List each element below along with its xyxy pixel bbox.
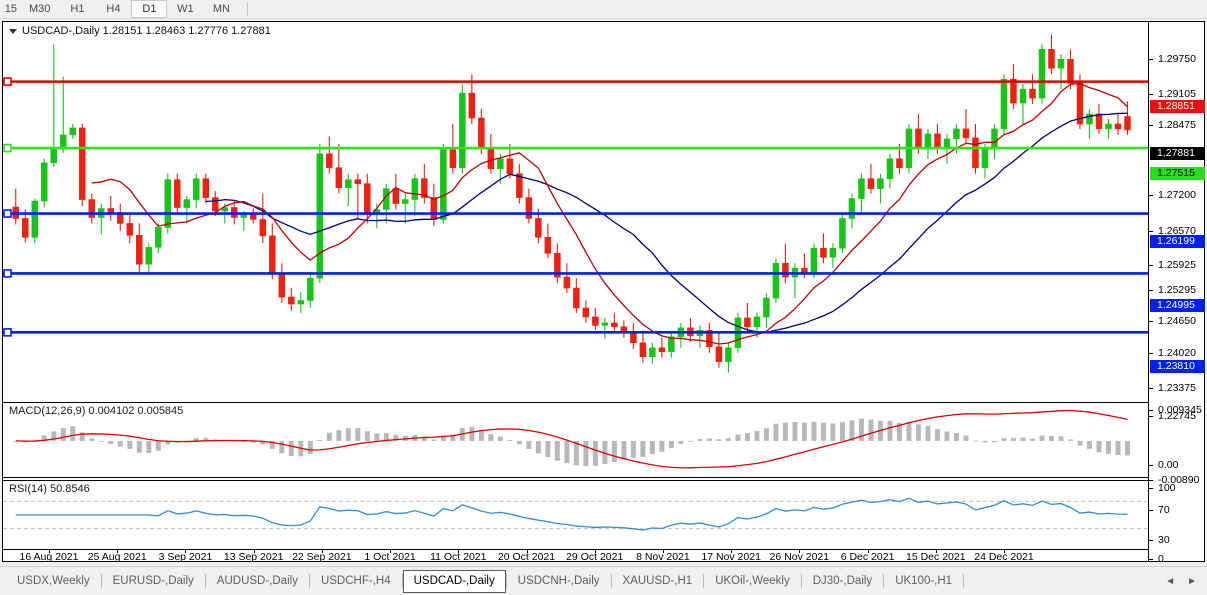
support-level-badge[interactable]: 1.27515 bbox=[1150, 167, 1205, 180]
tab-divider bbox=[883, 574, 885, 588]
tab-divider bbox=[401, 574, 403, 588]
horizontal-level-lines[interactable] bbox=[3, 77, 1148, 337]
timeframe-button-h1[interactable]: H1 bbox=[59, 0, 96, 18]
price-axis[interactable]: 1.29750 1.29105 1.28475 1.27200 1.26570 1.259… bbox=[1148, 22, 1205, 565]
tab-divider bbox=[703, 574, 705, 588]
macd-label: MACD(12,26,9) 0.004102 0.005845 bbox=[9, 405, 184, 417]
scroll-right-icon[interactable]: ► bbox=[1187, 575, 1197, 587]
symbol-tab-usdchf-h4[interactable]: USDCHF-,H4 bbox=[320, 575, 391, 587]
macd-tick: 0.009345 bbox=[1149, 404, 1205, 417]
timeframe-button-d1[interactable]: D1 bbox=[131, 0, 168, 18]
blue-level-3-badge[interactable]: 1.23810 bbox=[1150, 360, 1205, 373]
rsi-tick: 0 bbox=[1149, 553, 1205, 566]
tab-divider bbox=[100, 574, 102, 588]
timeframe-button-m30[interactable]: M30 bbox=[20, 0, 60, 18]
price-tick: 1.25295 bbox=[1149, 284, 1205, 297]
rsi-tick: 30 bbox=[1149, 534, 1205, 547]
tab-divider bbox=[963, 574, 965, 588]
blue-level-2-badge[interactable]: 1.24995 bbox=[1150, 299, 1205, 312]
tab-divider bbox=[308, 574, 310, 588]
moving-average-slow-line bbox=[205, 112, 1128, 333]
rsi-line bbox=[15, 497, 1128, 531]
price-chart-canvas bbox=[3, 34, 1148, 373]
rsi-pane[interactable]: RSI(14) 50.8546 bbox=[3, 480, 1148, 549]
symbol-tab-dj30-daily[interactable]: DJ30-,Daily bbox=[812, 575, 873, 587]
price-pane[interactable] bbox=[3, 22, 1148, 400]
symbol-tab-audusd-daily[interactable]: AUDUSD-,Daily bbox=[216, 575, 298, 587]
symbol-tab-usdcad-daily[interactable]: USDCAD-,Daily bbox=[402, 569, 506, 593]
price-tick: 1.27200 bbox=[1149, 189, 1205, 202]
scroll-left-icon[interactable]: ◄ bbox=[1165, 575, 1176, 587]
date-tick: 16 Aug 2021 bbox=[19, 551, 79, 563]
symbol-tab-xauusd-h1[interactable]: XAUUSD-,H1 bbox=[622, 575, 693, 587]
symbol-tab-eurusd-daily[interactable]: EURUSD-,Daily bbox=[112, 575, 194, 587]
date-tick: 26 Nov 2021 bbox=[769, 551, 830, 563]
date-tick: 8 Nov 2021 bbox=[636, 551, 690, 563]
date-tick: 15 Dec 2021 bbox=[906, 551, 966, 563]
macd-canvas bbox=[13, 409, 1130, 469]
date-tick: 11 Oct 2021 bbox=[430, 551, 487, 563]
blue-level-1-badge[interactable]: 1.26199 bbox=[1150, 235, 1205, 248]
date-tick: 1 Oct 2021 bbox=[364, 551, 416, 563]
date-axis: 16 Aug 2021 25 Aug 2021 3 Sep 2021 13 Sep 2… bbox=[3, 549, 1148, 563]
symbol-tab-usdcnh-daily[interactable]: USDCNH-,Daily bbox=[517, 575, 600, 587]
price-tick: 1.22745 bbox=[1149, 410, 1205, 423]
resistance-level-badge[interactable]: 1.28851 bbox=[1150, 100, 1205, 113]
price-tick: 1.24650 bbox=[1149, 315, 1205, 328]
price-tick: 1.29105 bbox=[1149, 88, 1205, 101]
timeframe-button-mn[interactable]: MN bbox=[203, 0, 240, 18]
date-tick: 22 Sep 2021 bbox=[292, 551, 352, 563]
rsi-label: RSI(14) 50.8546 bbox=[9, 483, 90, 495]
timeframe-button-h4[interactable]: H4 bbox=[95, 0, 132, 18]
price-tick: 1.25925 bbox=[1149, 259, 1205, 272]
rsi-tick: 100 bbox=[1149, 482, 1205, 495]
rsi-canvas bbox=[3, 497, 1148, 531]
toolbar-divider bbox=[247, 2, 249, 16]
date-tick: 13 Sep 2021 bbox=[223, 551, 284, 563]
price-tick: 1.26570 bbox=[1149, 225, 1205, 238]
price-tick: 1.28475 bbox=[1149, 119, 1205, 132]
symbol-tab-usdx-weekly[interactable]: USDX,Weekly bbox=[17, 575, 90, 587]
date-tick: 6 Dec 2021 bbox=[840, 551, 895, 563]
date-tick: 29 Oct 2021 bbox=[566, 551, 624, 563]
macd-signal-line bbox=[15, 409, 1128, 469]
price-tick: 1.24020 bbox=[1149, 347, 1205, 360]
timeframe-button-w1[interactable]: W1 bbox=[167, 0, 204, 18]
tab-divider bbox=[204, 574, 206, 588]
macd-tick: -0.00890 bbox=[1149, 474, 1205, 487]
macd-tick: 0.00 bbox=[1149, 459, 1205, 472]
timeframe-button-m15[interactable]: 15 bbox=[0, 0, 20, 18]
tab-divider bbox=[800, 574, 802, 588]
date-tick: 17 Nov 2021 bbox=[701, 551, 761, 563]
symbol-tab-ukoil-weekly[interactable]: UKOil-,Weekly bbox=[715, 575, 790, 587]
date-tick: 3 Sep 2021 bbox=[158, 551, 213, 563]
date-tick: 25 Aug 2021 bbox=[87, 551, 147, 563]
symbol-ohlc-header: USDCAD-,Daily 1.28151 1.28463 1.27776 1.… bbox=[9, 25, 271, 37]
symbol-tab-strip[interactable]: USDX,Weekly EURUSD-,Daily AUDUSD-,Daily USD… bbox=[0, 566, 1207, 595]
price-tick: 1.23375 bbox=[1149, 382, 1205, 395]
tab-scroll-controls[interactable]: ◄ ► bbox=[1165, 576, 1207, 587]
tab-divider bbox=[610, 574, 612, 588]
current-price-badge[interactable]: 1.27881 bbox=[1150, 147, 1205, 160]
chevron-down-icon[interactable] bbox=[9, 28, 17, 34]
symbol-ohlc-text: USDCAD-,Daily 1.28151 1.28463 1.27776 1.… bbox=[22, 25, 271, 37]
tab-divider bbox=[505, 574, 507, 588]
date-tick: 24 Dec 2021 bbox=[974, 551, 1034, 563]
price-tick: 1.29750 bbox=[1149, 53, 1205, 66]
rsi-tick: 70 bbox=[1149, 504, 1205, 517]
date-tick: 20 Oct 2021 bbox=[497, 551, 556, 563]
symbol-tab-uk100-h1[interactable]: UK100-,H1 bbox=[895, 575, 953, 587]
candlestick-series bbox=[12, 34, 1131, 373]
macd-pane[interactable]: MACD(12,26,9) 0.004102 0.005845 bbox=[3, 402, 1148, 478]
timeframe-toolbar: 15 M30 H1 H4 D1 W1 MN bbox=[0, 0, 1207, 19]
chart-frame[interactable]: USDCAD-,Daily 1.28151 1.28463 1.27776 1.… bbox=[2, 21, 1205, 565]
